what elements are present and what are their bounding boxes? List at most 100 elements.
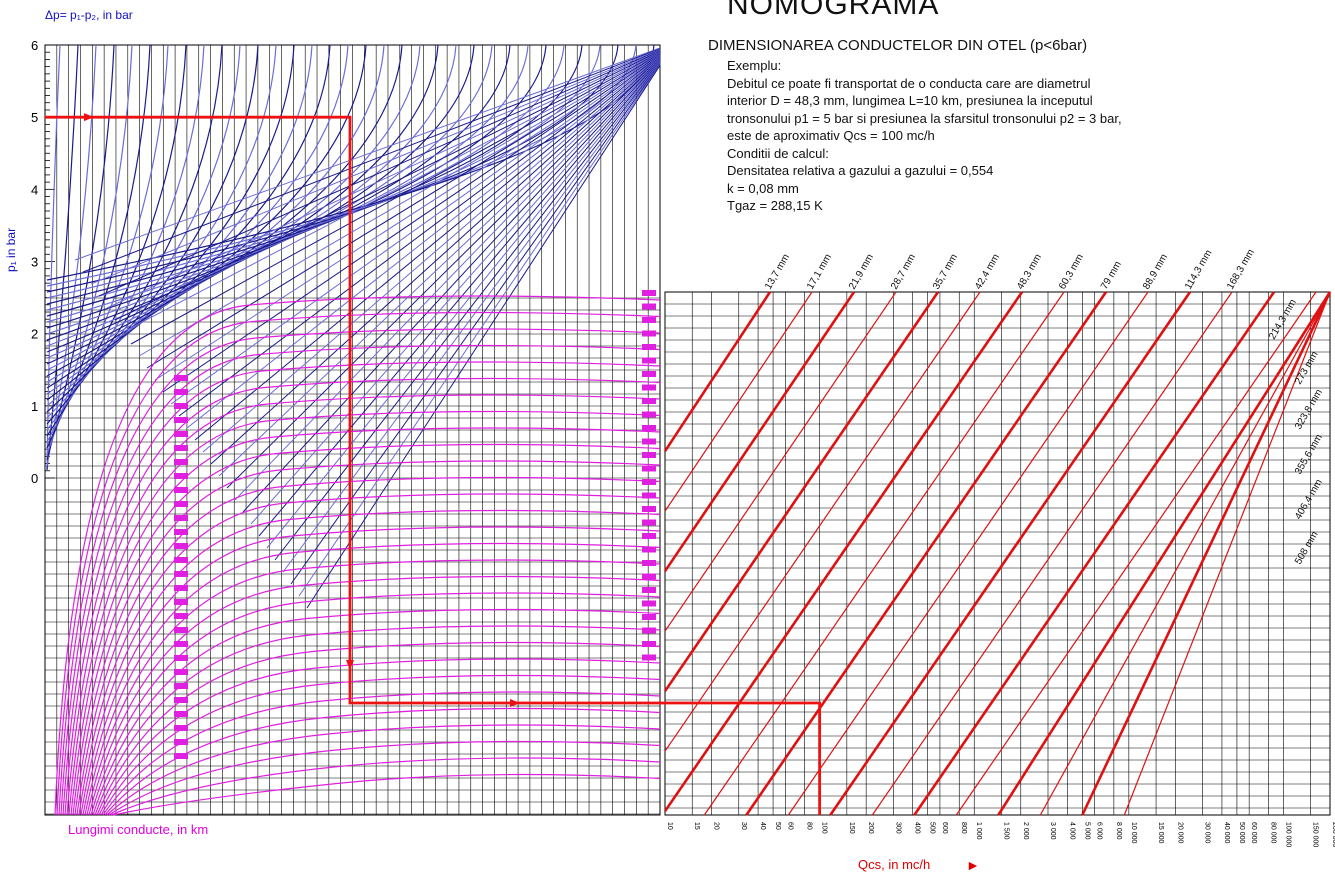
flow-tick-label: 10	[666, 822, 673, 830]
length-curve	[108, 740, 661, 816]
length-marker	[174, 697, 188, 703]
length-marker	[174, 571, 188, 577]
example-path-line	[45, 115, 822, 815]
flow-tick-label: 60	[786, 822, 793, 830]
diameter-label: 42,4 mm	[973, 252, 1002, 291]
arrow-right-icon: ►	[966, 857, 980, 873]
diameter-line	[663, 291, 940, 692]
diameter-label: 323,8 mm	[1293, 387, 1325, 431]
pressure-line	[98, 49, 661, 297]
bottom-right-axis-label: Qcs, in mc/h	[858, 857, 931, 872]
length-curve	[106, 724, 661, 816]
example-block: Exemplu: Debitul ce poate fi transportat…	[727, 57, 1122, 215]
diameter-line	[913, 291, 1276, 816]
pressure-line	[250, 60, 661, 525]
pressure-drop-curve	[46, 44, 61, 471]
length-curve	[112, 773, 661, 816]
flow-tick-label: 150	[848, 822, 855, 834]
pressure-drop-curve	[46, 44, 385, 371]
flow-tick-label: 30 000	[1204, 822, 1211, 844]
pressure-line	[114, 50, 661, 321]
length-curve	[100, 674, 661, 816]
length-marker	[174, 599, 188, 605]
diameter-label: 48,3 mm	[1015, 252, 1044, 291]
flow-tick-label: 80 000	[1269, 822, 1276, 844]
pressure-line	[178, 55, 661, 417]
pressure-drop-curve	[46, 44, 115, 461]
pressure-drop-curve	[46, 44, 259, 413]
pressure-tick-label: 0	[31, 471, 38, 486]
length-curve	[66, 394, 661, 816]
pressure-drop-curve	[46, 44, 367, 377]
example-line: k = 0,08 mm	[727, 180, 799, 196]
length-marker	[174, 711, 188, 717]
flow-tick-label: 20	[713, 822, 720, 830]
length-marker	[642, 317, 656, 323]
pressure-line	[290, 63, 661, 585]
flow-tick-label: 5 000	[1083, 822, 1090, 840]
diameter-label: 168,3 mm	[1225, 247, 1257, 291]
flow-tick-label: 40	[759, 822, 766, 830]
length-curve	[64, 377, 661, 816]
diameter-line	[663, 291, 772, 452]
flow-tick-label: 50 000	[1238, 822, 1245, 844]
length-marker	[642, 425, 656, 431]
example-line: Conditii de calcul:	[727, 145, 829, 161]
pressure-curves	[46, 44, 661, 609]
length-marker	[174, 683, 188, 689]
pressure-line	[266, 62, 661, 549]
length-marker	[174, 585, 188, 591]
pressure-line	[82, 48, 661, 273]
length-marker	[174, 669, 188, 675]
length-curve	[110, 757, 661, 816]
length-marker	[174, 389, 188, 395]
length-curve	[104, 707, 661, 816]
length-marker	[642, 600, 656, 607]
length-marker	[174, 543, 188, 549]
length-marker	[642, 533, 656, 539]
length-curve	[92, 608, 661, 816]
diameter-label: 17,1 mm	[805, 252, 834, 291]
length-marker	[642, 452, 656, 458]
length-curve	[82, 526, 661, 816]
top-axis-label: Δp= p₁-p₂, in bar	[45, 8, 133, 22]
flow-tick-label: 300	[894, 822, 901, 834]
example-line: Tgaz = 288,15 K	[727, 198, 823, 213]
pressure-drop-curve	[46, 44, 313, 395]
pressure-line	[218, 58, 661, 477]
pressure-line	[130, 51, 661, 345]
flow-tick-label: 10 000	[1130, 822, 1137, 844]
length-marker	[174, 613, 188, 619]
right-panel-frame	[664, 291, 1331, 816]
length-marker	[174, 473, 188, 479]
length-marker	[174, 739, 188, 745]
diameter-line	[787, 291, 1149, 816]
example-line: Exemplu:	[727, 58, 782, 73]
length-curve	[94, 625, 661, 816]
length-curve	[78, 493, 661, 816]
flow-tick-label: 30	[740, 822, 747, 830]
pressure-drop-curve	[46, 44, 457, 347]
pressure-drop-curve	[46, 44, 241, 419]
flow-tick-label: 50	[774, 822, 781, 830]
diameter-line	[664, 291, 981, 752]
pressure-line	[242, 60, 661, 513]
diameter-line	[1123, 291, 1331, 816]
flow-tick-label: 8 000	[1115, 822, 1122, 840]
diameter-line	[1039, 291, 1331, 816]
length-marker	[174, 655, 188, 661]
length-curve	[68, 410, 661, 816]
length-marker	[174, 403, 188, 409]
diameter-label: 60,3 mm	[1057, 252, 1086, 291]
pressure-tick-label: 2	[31, 327, 38, 342]
pressure-line	[258, 61, 661, 537]
diameter-line	[1081, 291, 1332, 816]
diameter-label: 13,7 mm	[763, 252, 792, 291]
flow-tick-label: 200 000	[1331, 822, 1335, 847]
pressure-line	[154, 53, 661, 381]
diameter-line	[829, 291, 1192, 816]
flow-tick-label: 400	[914, 822, 921, 834]
diameter-line	[663, 291, 1024, 812]
length-curve	[84, 542, 661, 816]
